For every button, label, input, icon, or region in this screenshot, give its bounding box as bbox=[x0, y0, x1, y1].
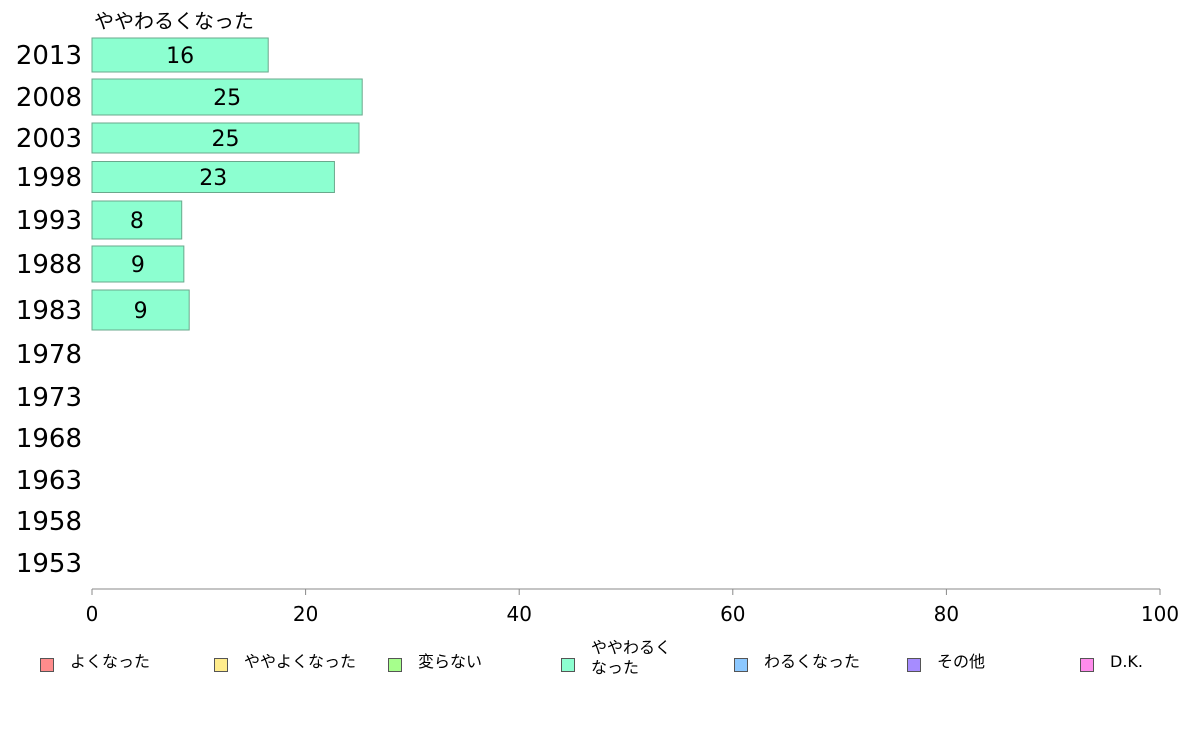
y-tick-label-1953: 1953 bbox=[16, 549, 82, 579]
y-tick-labels: 2013 2008 2003 1998 1993 1988 1983 1978 1973 1968… bbox=[16, 41, 82, 579]
legend-swatch bbox=[40, 658, 54, 672]
x-tick-label-100: 100 bbox=[1141, 602, 1179, 626]
bar-2013 bbox=[91, 37, 269, 73]
data-label-1983: 9 bbox=[134, 299, 148, 324]
legend-item-3: ややわるく なった bbox=[561, 638, 672, 678]
y-tick-label-2008: 2008 bbox=[16, 83, 82, 113]
y-tick-label-2003: 2003 bbox=[16, 124, 82, 154]
bar-1988 bbox=[91, 245, 185, 283]
legend-item-4: わるくなった bbox=[734, 652, 861, 672]
y-tick-label-1963: 1963 bbox=[16, 466, 82, 496]
x-tick-label-60: 60 bbox=[720, 602, 745, 626]
legend-label: ややよくなった bbox=[244, 652, 357, 671]
bar-1993 bbox=[91, 200, 183, 240]
legend-label: よくなった bbox=[70, 652, 151, 671]
data-label-1993: 8 bbox=[130, 209, 144, 234]
y-tick-label-1968: 1968 bbox=[16, 424, 82, 454]
legend-label: その他 bbox=[937, 652, 986, 671]
bar-1998 bbox=[91, 161, 335, 193]
legend-swatch bbox=[1080, 658, 1094, 672]
legend-label: 変らない bbox=[418, 652, 483, 671]
legend-swatch bbox=[561, 658, 575, 672]
data-label-1998: 23 bbox=[199, 166, 227, 191]
y-tick-label-1993: 1993 bbox=[16, 206, 82, 236]
x-tick-label-20: 20 bbox=[293, 602, 318, 626]
legend: よくなった ややよくなった 変らない ややわるく なった わるくなった その他 D.K. bbox=[0, 636, 1188, 696]
data-label-2013: 16 bbox=[166, 44, 194, 69]
data-label-2003: 25 bbox=[212, 127, 240, 152]
legend-item-0: よくなった bbox=[40, 652, 151, 672]
y-tick-label-1998: 1998 bbox=[16, 163, 82, 193]
data-label-1988: 9 bbox=[131, 253, 145, 278]
legend-item-2: 変らない bbox=[388, 652, 483, 672]
bar-2003 bbox=[91, 122, 360, 154]
y-tick-label-1958: 1958 bbox=[16, 507, 82, 537]
legend-swatch bbox=[214, 658, 228, 672]
bars-group: 16 25 25 23 8 9 9 bbox=[91, 37, 363, 331]
x-tick-label-0: 0 bbox=[86, 602, 99, 626]
y-tick-label-1973: 1973 bbox=[16, 383, 82, 413]
legend-item-6: D.K. bbox=[1080, 652, 1143, 672]
legend-swatch bbox=[388, 658, 402, 672]
x-axis: 0 20 40 60 80 100 bbox=[86, 588, 1179, 626]
series-title: ややわるくなった bbox=[94, 9, 254, 33]
x-tick-label-80: 80 bbox=[934, 602, 959, 626]
y-tick-label-1988: 1988 bbox=[16, 250, 82, 280]
legend-item-5: その他 bbox=[907, 652, 986, 672]
data-label-2008: 25 bbox=[213, 86, 241, 111]
legend-item-1: ややよくなった bbox=[214, 652, 357, 672]
legend-swatch bbox=[734, 658, 748, 672]
bar-2008 bbox=[91, 78, 363, 116]
bar-chart: 16 25 25 23 8 9 9 2013 2008 2003 1998 1993 1988 1983… bbox=[16, 37, 1179, 626]
bar-1983 bbox=[91, 289, 190, 331]
y-tick-label-2013: 2013 bbox=[16, 41, 82, 71]
y-tick-label-1983: 1983 bbox=[16, 296, 82, 326]
x-tick-label-40: 40 bbox=[506, 602, 531, 626]
legend-label: D.K. bbox=[1110, 652, 1143, 671]
legend-label: ややわるく なった bbox=[591, 638, 672, 677]
y-tick-label-1978: 1978 bbox=[16, 340, 82, 370]
legend-label: わるくなった bbox=[764, 652, 861, 671]
legend-swatch bbox=[907, 658, 921, 672]
